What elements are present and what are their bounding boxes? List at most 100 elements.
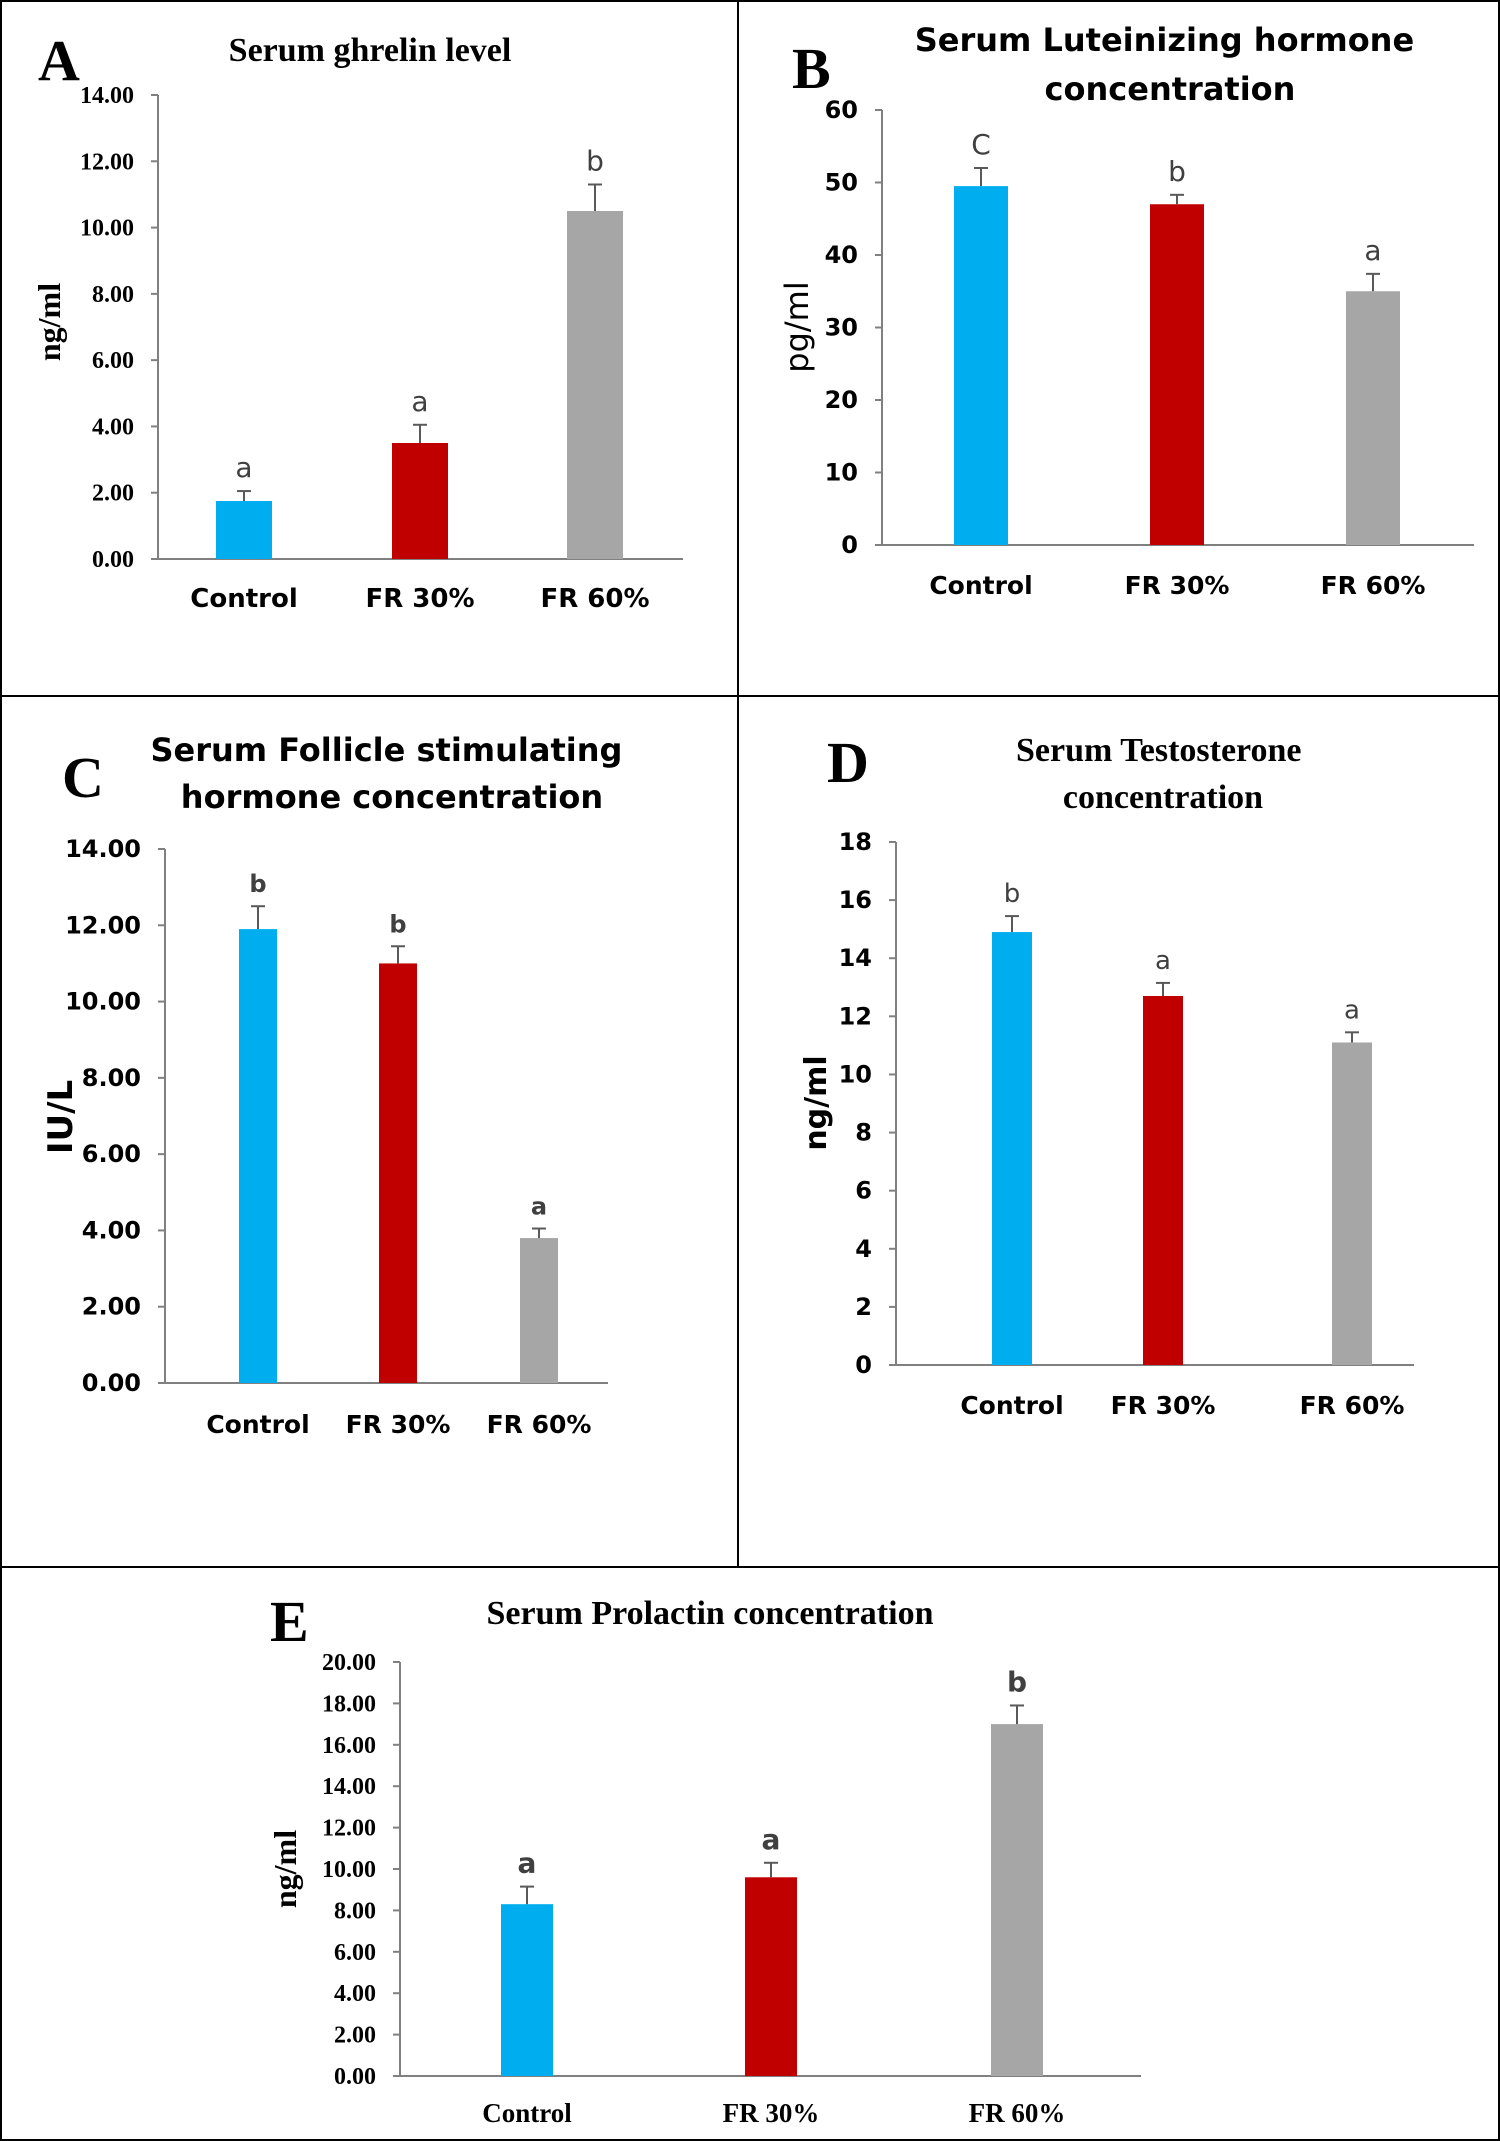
x-tick-label: FR 60% (1300, 1391, 1405, 1420)
y-axis-label-a: ng/ml (31, 283, 67, 361)
y-tick-label: 12.00 (65, 911, 141, 939)
panel-label-d: D (827, 730, 869, 795)
y-tick-label: 60 (825, 96, 858, 124)
x-tick-label: Control (206, 1410, 309, 1439)
y-tick-label: 4.00 (82, 1216, 141, 1244)
y-tick-label: 40 (825, 241, 858, 269)
x-tick-label: FR 30% (1111, 1391, 1216, 1420)
panel-label-c: C (62, 745, 104, 810)
chart-area-c: 0.00 2.00 4.00 6.00 8.00 10.00 12.00 14.00 IU/L b… (41, 835, 608, 1439)
panel-e: E Serum Prolactin concentration 0.00 2.00… (267, 1589, 1141, 2128)
bar-a-1 (216, 501, 272, 559)
significance-label: b (1007, 1665, 1027, 1698)
y-tick-label: 12.00 (322, 1816, 376, 1842)
y-tick-label: 14.00 (322, 1774, 376, 1800)
y-tick-label: 0.00 (92, 547, 134, 573)
panel-c: C Serum Follicle stimulating hormone con… (41, 731, 633, 1439)
y-tick-label: 0 (855, 1351, 872, 1379)
chart-title-c-line2: hormone concentration (181, 778, 603, 816)
y-tick-label: 6 (855, 1177, 872, 1205)
y-tick-label: 4 (855, 1235, 872, 1263)
y-tick-label: 2.00 (82, 1293, 141, 1321)
significance-label: C (971, 128, 991, 161)
y-tick-label: 6.00 (92, 348, 134, 374)
panel-b: B Serum Luteinizing hormone concentratio… (778, 21, 1474, 600)
bar-c-2 (379, 963, 417, 1383)
significance-label: a (762, 1823, 781, 1856)
chart-area-b: 0 10 20 30 40 50 60 pg/ml C Control b FR 30% a FR 60% (778, 96, 1474, 600)
y-tick-label: 2 (855, 1293, 872, 1321)
y-tick-label: 6.00 (82, 1140, 141, 1168)
y-tick-label: 10 (839, 1060, 872, 1088)
y-axis-label-b: pg/ml (778, 281, 816, 372)
chart-title-d-line2: concentration (1063, 779, 1263, 816)
x-tick-label: Control (960, 1391, 1063, 1420)
chart-title-b-line1: Serum Luteinizing hormone (915, 21, 1414, 59)
bar-e-3 (991, 1724, 1043, 2076)
y-tick-label: 20 (825, 386, 858, 414)
y-tick-label: 10.00 (80, 216, 134, 242)
significance-label: b (1168, 155, 1186, 188)
y-tick-label: 10 (825, 459, 858, 487)
y-tick-label: 14 (839, 944, 872, 972)
chart-title-d: Serum Testosterone concentration (1016, 732, 1310, 816)
chart-title-e: Serum Prolactin concentration (487, 1595, 934, 1632)
panel-d: D Serum Testosterone concentration 0 2 4 6 8… (799, 730, 1414, 1420)
y-tick-label: 18 (839, 828, 872, 856)
y-tick-label: 2.00 (92, 481, 134, 507)
bar-b-1 (954, 186, 1008, 545)
significance-label: a (1344, 995, 1360, 1025)
significance-label: b (1004, 879, 1021, 909)
y-tick-label: 10.00 (322, 1857, 376, 1883)
x-tick-label: FR 30% (365, 584, 474, 614)
x-tick-label: Control (190, 584, 297, 614)
panel-label-e: E (270, 1589, 309, 1654)
y-tick-label: 0 (841, 531, 858, 559)
bar-e-1 (501, 1904, 553, 2076)
y-tick-label: 18.00 (322, 1691, 376, 1717)
y-tick-label: 30 (825, 314, 858, 342)
panel-label-b: B (792, 36, 831, 101)
y-tick-label: 16 (839, 886, 872, 914)
x-tick-label: Control (929, 571, 1032, 600)
significance-label: a (531, 1193, 547, 1221)
x-tick-label: FR 30% (723, 2098, 820, 2128)
y-tick-label: 8.00 (334, 1898, 376, 1924)
bar-d-3 (1332, 1042, 1372, 1365)
bar-d-2 (1143, 995, 1183, 1365)
significance-label: b (249, 870, 266, 898)
y-axis-label-e: ng/ml (267, 1830, 303, 1908)
chart-title-d-line1: Serum Testosterone (1016, 732, 1302, 769)
chart-area-d: 0 2 4 6 8 10 12 14 16 18 ng/ml b Control a FR 30% a FR 6… (799, 828, 1414, 1420)
y-tick-label: 8.00 (82, 1064, 141, 1092)
y-tick-label: 12.00 (80, 149, 134, 175)
y-tick-label: 12 (839, 1002, 872, 1030)
x-tick-label: FR 30% (346, 1410, 451, 1439)
y-tick-label: 2.00 (334, 2023, 376, 2049)
significance-label: a (1155, 946, 1171, 976)
x-tick-label: FR 60% (1321, 571, 1426, 600)
significance-label: a (235, 451, 252, 484)
y-tick-label: 8.00 (92, 282, 134, 308)
x-tick-label: FR 60% (540, 584, 649, 614)
panel-a: A Serum ghrelin level 0.00 2.00 4.00 6.00 8.… (31, 28, 683, 614)
significance-label: a (518, 1847, 537, 1880)
x-tick-label: FR 30% (1125, 571, 1230, 600)
significance-label: b (586, 144, 604, 177)
bar-a-3 (567, 211, 623, 559)
chart-title-b: Serum Luteinizing hormone concentration (915, 21, 1426, 108)
chart-title-c-line1: Serum Follicle stimulating (150, 731, 622, 769)
y-tick-label: 4.00 (92, 414, 134, 440)
significance-label: a (411, 385, 428, 418)
y-tick-label: 50 (825, 169, 858, 197)
significance-label: b (389, 910, 406, 938)
bar-a-2 (392, 443, 448, 559)
chart-title-c: Serum Follicle stimulating hormone conce… (150, 731, 633, 816)
chart-title-b-line2: concentration (1045, 70, 1296, 108)
chart-area-e: 0.00 2.00 4.00 6.00 8.00 10.00 12.00 14.00 16.00… (267, 1650, 1141, 2128)
y-tick-label: 4.00 (334, 1981, 376, 2007)
y-tick-label: 6.00 (334, 1940, 376, 1966)
